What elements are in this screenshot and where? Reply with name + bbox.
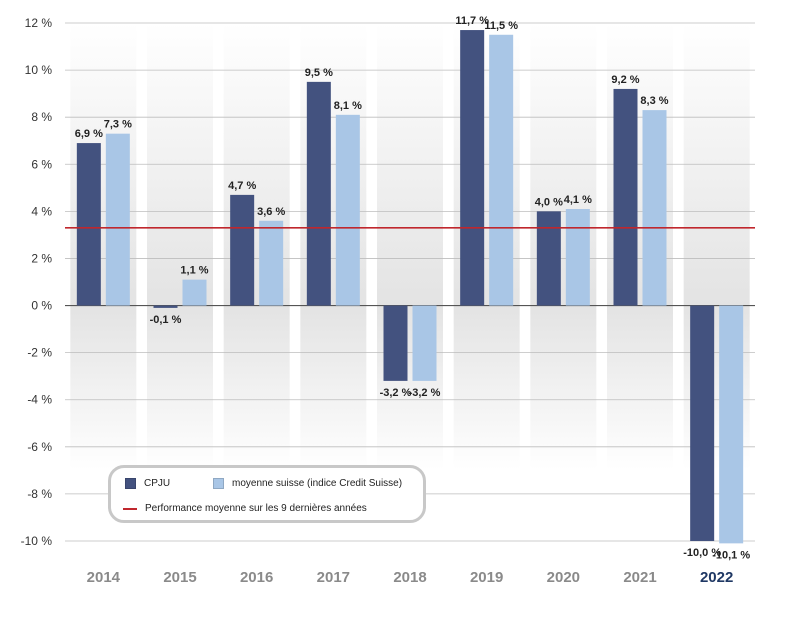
- bar-cpju: [76, 143, 101, 306]
- bar-cpju: [536, 211, 561, 306]
- data-label: 8,3 %: [640, 95, 668, 107]
- bar-moyenne-suisse: [412, 305, 437, 381]
- x-tick-label: 2014: [87, 569, 121, 586]
- background-band-lower: [607, 305, 673, 471]
- background-band-lower: [223, 305, 290, 471]
- legend-swatch-cpju: [125, 478, 136, 489]
- y-tick-label: 2 %: [31, 251, 52, 265]
- x-tick-label: 2019: [470, 569, 503, 586]
- legend-item-moyenne-suisse: moyenne suisse (indice Credit Suisse): [213, 478, 402, 489]
- background-band-lower: [70, 305, 137, 471]
- legend-label-average-line: Performance moyenne sur les 9 dernières …: [145, 503, 367, 514]
- data-label: 7,3 %: [104, 119, 132, 131]
- bar-moyenne-suisse: [259, 220, 284, 306]
- y-tick-label: -4 %: [27, 393, 52, 407]
- bar-moyenne-suisse: [335, 114, 360, 306]
- data-label: 1,1 %: [180, 265, 208, 277]
- x-tick-label: 2018: [393, 569, 426, 586]
- background-band-lower: [530, 305, 597, 471]
- x-tick-label: 2016: [240, 569, 273, 586]
- bar-cpju: [230, 194, 255, 306]
- chart-legend: CPJU moyenne suisse (indice Credit Suiss…: [108, 465, 426, 523]
- bar-cpju: [383, 305, 408, 381]
- bar-cpju: [613, 88, 638, 306]
- legend-swatch-average-line: [123, 507, 137, 510]
- bar-moyenne-suisse: [642, 110, 667, 306]
- y-tick-label: -2 %: [27, 346, 52, 360]
- y-tick-label: 0 %: [31, 299, 52, 313]
- data-label: -10,1 %: [712, 549, 750, 561]
- y-tick-label: 4 %: [31, 204, 52, 218]
- bar-cpju: [460, 30, 485, 306]
- data-label: 3,6 %: [257, 206, 285, 218]
- y-tick-label: 12 %: [25, 16, 53, 30]
- legend-item-cpju: CPJU: [125, 478, 170, 489]
- data-label: 4,1 %: [564, 194, 592, 206]
- bar-moyenne-suisse: [489, 34, 514, 306]
- data-label: 4,7 %: [228, 180, 256, 192]
- x-tick-label: 2017: [317, 569, 350, 586]
- legend-swatch-moyenne-suisse: [213, 478, 224, 489]
- bar-cpju: [153, 305, 178, 308]
- data-label: -10,0 %: [683, 547, 721, 559]
- legend-label-moyenne-suisse: moyenne suisse (indice Credit Suisse): [232, 478, 403, 489]
- y-tick-label: 6 %: [31, 157, 52, 171]
- data-label: -3,2 %: [409, 387, 441, 399]
- bar-moyenne-suisse: [719, 305, 744, 544]
- data-label: 4,0 %: [535, 196, 563, 208]
- background-band-lower: [453, 305, 520, 471]
- data-label: 11,5 %: [484, 20, 518, 32]
- bar-cpju: [690, 305, 715, 541]
- bar-moyenne-suisse: [105, 133, 130, 306]
- x-tick-label: 2020: [547, 569, 580, 586]
- data-label: 8,1 %: [334, 100, 362, 112]
- legend-item-average-line: Performance moyenne sur les 9 dernières …: [123, 503, 367, 514]
- x-tick-label: 2022: [700, 569, 733, 586]
- data-label: 11,7 %: [455, 15, 489, 27]
- y-tick-label: 10 %: [25, 63, 53, 77]
- background-band-lower: [300, 305, 367, 471]
- legend-label-cpju: CPJU: [144, 478, 171, 489]
- y-tick-label: 8 %: [31, 110, 52, 124]
- data-label: 9,2 %: [611, 74, 639, 86]
- x-tick-label: 2021: [623, 569, 656, 586]
- y-tick-label: -10 %: [21, 534, 53, 548]
- data-label: -0,1 %: [150, 314, 182, 326]
- bar-moyenne-suisse: [182, 279, 207, 306]
- data-label: -3,2 %: [380, 387, 412, 399]
- bar-moyenne-suisse: [565, 209, 590, 306]
- data-label: 6,9 %: [75, 128, 103, 140]
- y-tick-label: -8 %: [27, 487, 52, 501]
- bar-cpju: [306, 81, 331, 306]
- background-band-lower: [147, 305, 213, 471]
- data-label: 9,5 %: [305, 67, 333, 79]
- y-tick-label: -6 %: [27, 440, 52, 454]
- x-tick-label: 2015: [163, 569, 196, 586]
